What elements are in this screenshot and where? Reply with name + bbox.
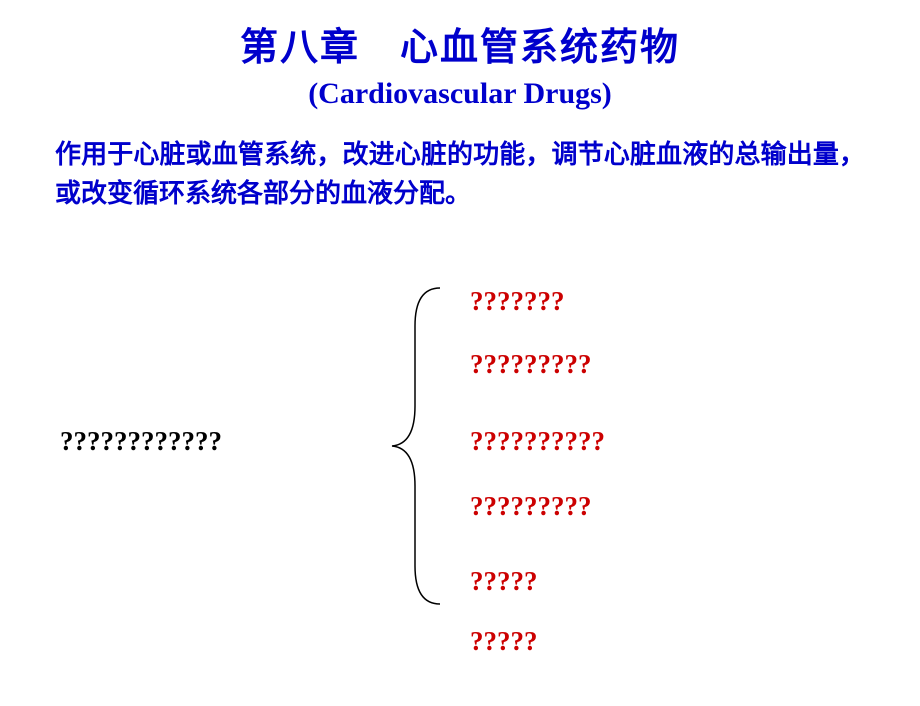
chapter-title-english: (Cardiovascular Drugs) [0,77,920,111]
chapter-title-chinese: 第八章 心血管系统药物 [0,16,920,71]
branch-item-2: ?????????? [470,426,605,457]
chapter-description: 作用于心脏或血管系统，改进心脏的功能，调节心脏血液的总输出量，或改变循环系统各部… [55,135,865,213]
branch-item-3: ????????? [470,491,592,522]
diagram-root-label: ???????????? [60,426,222,457]
classification-diagram: ???????????? ??????? ????????? ?????????… [0,286,920,696]
curly-brace-icon [380,286,460,606]
branch-item-0: ??????? [470,286,565,317]
branch-item-4: ????? [470,566,538,597]
branch-item-5: ????? [470,626,538,657]
branch-item-1: ????????? [470,349,592,380]
